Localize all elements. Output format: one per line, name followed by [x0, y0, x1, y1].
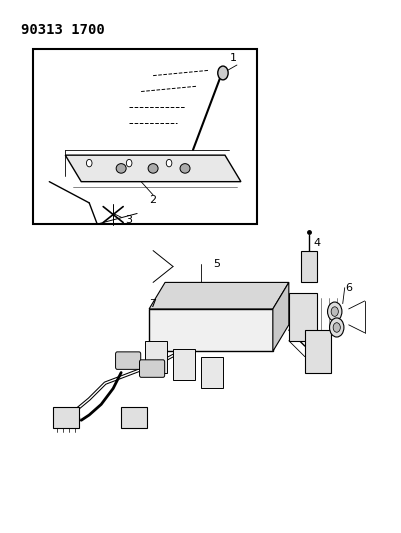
Polygon shape [149, 309, 272, 351]
Bar [300, 251, 316, 282]
Circle shape [86, 159, 92, 167]
Circle shape [217, 66, 228, 80]
Ellipse shape [180, 164, 190, 173]
Circle shape [126, 159, 132, 167]
Bar [53, 407, 79, 428]
Bar [288, 293, 316, 341]
Text: 6: 6 [344, 282, 351, 293]
Circle shape [330, 307, 338, 317]
Polygon shape [65, 155, 240, 182]
Text: 1: 1 [229, 53, 236, 63]
Circle shape [327, 302, 341, 321]
Bar [121, 407, 147, 428]
Circle shape [166, 159, 172, 167]
FancyBboxPatch shape [115, 352, 140, 369]
Text: 4: 4 [312, 238, 320, 248]
Polygon shape [272, 282, 288, 351]
Circle shape [332, 322, 340, 332]
Text: 2: 2 [149, 195, 156, 205]
Text: 5: 5 [213, 259, 220, 269]
FancyBboxPatch shape [139, 360, 164, 377]
Text: 90313 1700: 90313 1700 [21, 22, 105, 37]
Bar [172, 349, 194, 381]
Circle shape [329, 318, 343, 337]
Bar [145, 341, 167, 373]
Ellipse shape [116, 164, 126, 173]
Bar [33, 49, 256, 224]
Bar [304, 330, 330, 373]
Text: 3: 3 [126, 215, 132, 225]
Ellipse shape [148, 164, 158, 173]
Bar [200, 357, 223, 389]
Polygon shape [149, 282, 288, 309]
Text: 8: 8 [73, 413, 81, 423]
Text: 7: 7 [149, 298, 156, 309]
